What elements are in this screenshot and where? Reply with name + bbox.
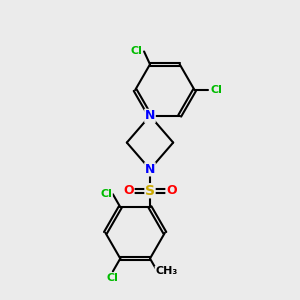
Text: N: N — [145, 109, 155, 122]
Text: N: N — [145, 163, 155, 176]
Text: O: O — [123, 184, 134, 197]
Text: Cl: Cl — [130, 46, 142, 56]
Text: CH₃: CH₃ — [155, 266, 178, 276]
Text: S: S — [145, 184, 155, 198]
Text: Cl: Cl — [100, 189, 112, 199]
Text: Cl: Cl — [107, 273, 119, 283]
Text: O: O — [166, 184, 177, 197]
Text: Cl: Cl — [210, 85, 222, 95]
